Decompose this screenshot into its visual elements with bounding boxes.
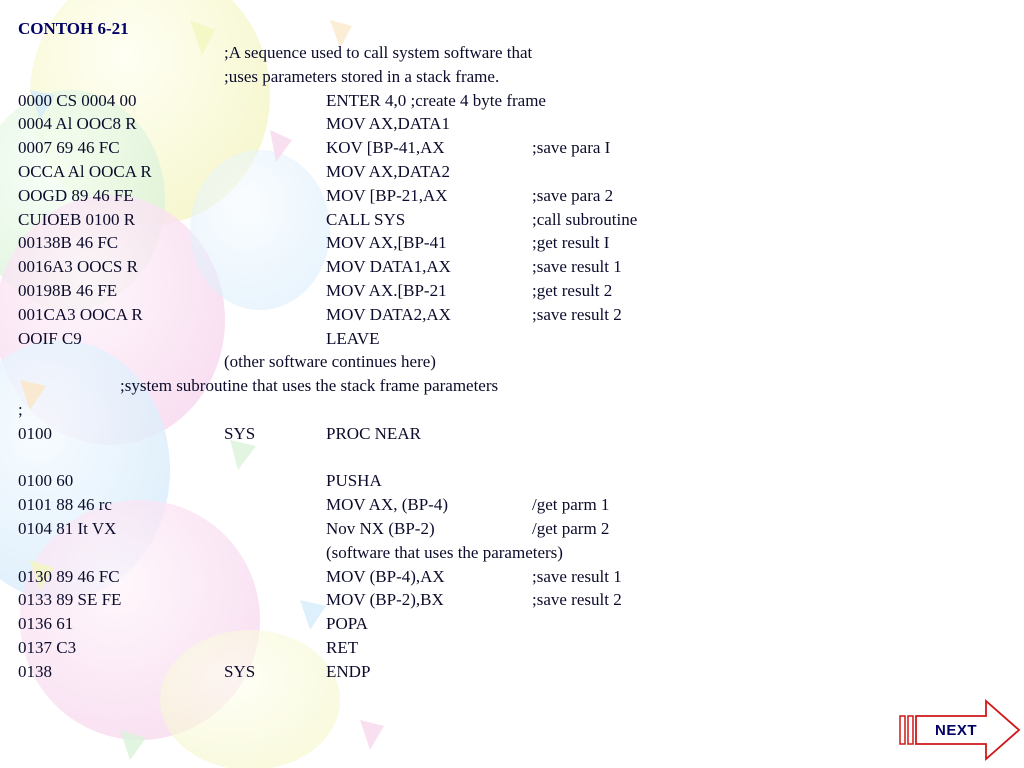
code-instruction: PROC NEAR <box>326 423 421 443</box>
code-comment: ;save result 2 <box>532 590 622 610</box>
code-line: 001CA3 OOCA R MOV DATA2,AX ;save result 2 <box>0 305 1000 329</box>
code-instruction: Nov NX (BP-2) <box>326 519 435 538</box>
code-line: ;system subroutine that uses the stack f… <box>0 376 1000 400</box>
code-address: 0007 69 46 FC <box>18 138 120 158</box>
code-instruction: PUSHA <box>326 471 382 491</box>
code-address: ; <box>18 400 23 419</box>
code-line: 0100 SYS PROC NEAR <box>0 424 1000 448</box>
code-instruction: MOV AX,DATA1 <box>326 114 450 134</box>
code-line: OOGD 89 46 FE MOV [BP-21,AX ;save para 2 <box>0 186 1000 210</box>
code-comment: ;save result 1 <box>532 257 622 277</box>
code-label: SYS <box>224 661 256 681</box>
code-comment: ;save para I <box>532 138 611 158</box>
code-label: SYS <box>224 423 256 443</box>
code-line: 0104 81 It VX Nov NX (BP-2) /get parm 2 <box>0 519 1000 543</box>
code-line: 0137 C3 RET <box>0 638 1000 662</box>
code-address: 00138B 46 FC <box>18 233 119 253</box>
code-address: 00198B 46 FE <box>18 281 118 300</box>
code-comment: /get parm 2 <box>532 519 610 538</box>
code-instruction: ENTER 4,0 ;create 4 byte frame <box>326 90 546 110</box>
code-address: 0101 88 46 rc <box>18 495 112 515</box>
code-line: OCCA Al OOCA R MOV AX,DATA2 <box>0 162 1000 186</box>
code-line: 0133 89 SE FE MOV (BP-2),BX ;save result 2 <box>0 590 1000 614</box>
code-note: ;uses parameters stored in a stack frame… <box>224 66 500 86</box>
code-line: 0101 88 46 rc MOV AX, (BP-4) /get parm 1 <box>0 495 1000 519</box>
code-address: 0100 60 <box>18 471 74 491</box>
code-line: 0138 SYS ENDP <box>0 662 1000 686</box>
code-instruction: MOV DATA2,AX <box>326 304 451 324</box>
code-instruction: MOV [BP-21,AX <box>326 185 448 205</box>
code-instruction: ENDP <box>326 661 371 681</box>
code-instruction: RET <box>326 638 359 657</box>
code-instruction: MOV DATA1,AX <box>326 257 451 277</box>
code-line: OOIF C9 LEAVE <box>0 329 1000 353</box>
code-line: ; <box>0 400 1000 424</box>
code-address: 0138 <box>18 661 52 681</box>
next-arrow-icon <box>899 699 1021 761</box>
code-line <box>0 448 1000 472</box>
code-comment: ;call subroutine <box>532 209 638 229</box>
code-instruction: MOV (BP-4),AX <box>326 566 445 586</box>
code-note: (other software continues here) <box>224 352 436 372</box>
code-address: 0130 89 46 FC <box>18 566 120 586</box>
code-line: 0004 Al OOC8 R MOV AX,DATA1 <box>0 114 1000 138</box>
code-comment: ;save para 2 <box>532 185 614 205</box>
code-address: 001CA3 OOCA R <box>18 304 143 324</box>
code-address: CUIOEB 0100 R <box>18 209 136 229</box>
code-line: 0136 61 POPA <box>0 614 1000 638</box>
code-line: 00198B 46 FE MOV AX.[BP-21 ;get result 2 <box>0 281 1000 305</box>
code-line: 0000 CS 0004 00 ENTER 4,0 ;create 4 byte … <box>0 91 1000 115</box>
code-line: 0100 60 PUSHA <box>0 471 1000 495</box>
code-comment: ;save result 1 <box>532 566 622 586</box>
code-instruction: MOV AX, (BP-4) <box>326 495 449 515</box>
code-comment: ;get result 2 <box>532 281 613 300</box>
code-address: 0016A3 OOCS R <box>18 257 138 277</box>
code-instruction: MOV AX.[BP-21 <box>326 281 447 300</box>
next-button-label: NEXT <box>934 722 977 739</box>
slide-title: CONTOH 6-21 <box>18 19 129 38</box>
code-address: 0100 <box>18 423 52 443</box>
code-line: 0130 89 46 FC MOV (BP-4),AX ;save result 1 <box>0 567 1000 591</box>
code-line: (other software continues here) <box>0 352 1000 376</box>
code-address: OOIF C9 <box>18 328 82 348</box>
code-address: 0000 CS 0004 00 <box>18 90 137 110</box>
code-instruction: MOV AX,[BP-41 <box>326 233 447 253</box>
code-instruction: MOV AX,DATA2 <box>326 162 450 181</box>
code-line: 0007 69 46 FC KOV [BP-41,AX ;save para I <box>0 138 1000 162</box>
code-comment: ;get result I <box>532 233 610 253</box>
code-address: 0104 81 It VX <box>18 519 117 538</box>
code-address: 0136 61 <box>18 614 74 634</box>
code-line: 00138B 46 FC MOV AX,[BP-41 ;get result I <box>0 233 1000 257</box>
code-note: ;system subroutine that uses the stack f… <box>120 376 499 396</box>
code-instruction: MOV (BP-2),BX <box>326 590 444 610</box>
code-comment: /get parm 1 <box>532 495 610 515</box>
code-comment: ;save result 2 <box>532 304 622 324</box>
code-instruction: POPA <box>326 614 368 634</box>
next-button[interactable]: NEXT <box>898 698 1022 762</box>
code-line: (software that uses the parameters) <box>0 543 1000 567</box>
code-address: OCCA Al OOCA R <box>18 162 152 181</box>
code-line: ;A sequence used to call system software… <box>0 43 1000 67</box>
code-line: 0016A3 OOCS R MOV DATA1,AX ;save result 1 <box>0 257 1000 281</box>
code-line: CUIOEB 0100 R CALL SYS ;call subroutine <box>0 210 1000 234</box>
code-address: OOGD 89 46 FE <box>18 185 134 205</box>
code-note: ;A sequence used to call system software… <box>224 43 533 62</box>
code-address: 0137 C3 <box>18 638 77 657</box>
code-address: 0004 Al OOC8 R <box>18 114 137 134</box>
code-line: ;uses parameters stored in a stack frame… <box>0 67 1000 91</box>
code-instruction: KOV [BP-41,AX <box>326 138 445 158</box>
code-instruction: LEAVE <box>326 328 380 348</box>
code-note: (software that uses the parameters) <box>326 542 563 562</box>
code-address: 0133 89 SE FE <box>18 590 122 610</box>
code-instruction: CALL SYS <box>326 209 406 229</box>
